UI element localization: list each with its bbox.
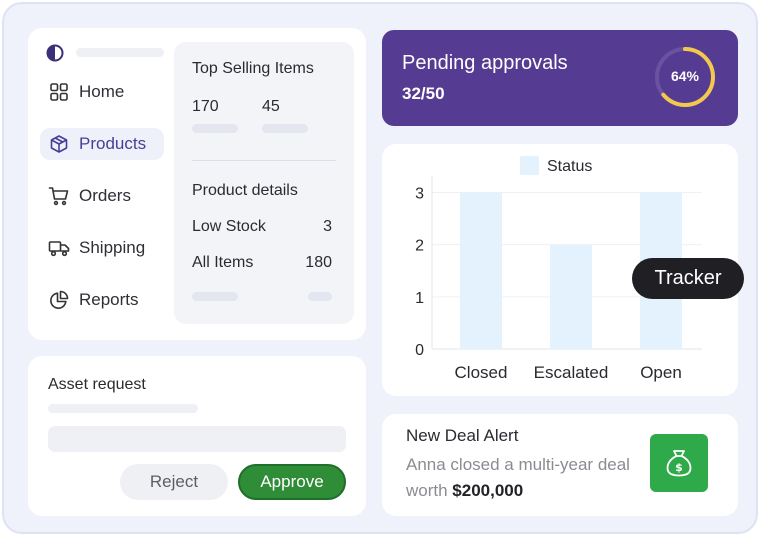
deal-alert-text: Anna closed a multi-year deal worth	[406, 455, 630, 500]
nav-item-shipping[interactable]: Shipping	[40, 232, 164, 264]
navigation-card: Home Products Orders	[28, 28, 366, 340]
top-selling-title: Top Selling Items	[192, 60, 314, 77]
deal-alert-amount: $200,000	[452, 481, 524, 500]
nav-item-label: Shipping	[79, 238, 146, 257]
pending-approvals-value: 32/50	[402, 84, 445, 103]
bar-closed	[460, 192, 502, 349]
detail-value: 3	[323, 218, 332, 235]
y-tick-label: 2	[415, 238, 424, 255]
svg-text:$: $	[675, 461, 683, 474]
pending-approvals-card: Pending approvals 32/50 64%	[382, 30, 738, 126]
truck-icon	[48, 237, 70, 259]
legend-swatch	[520, 156, 539, 175]
nav-item-label: Reports	[79, 290, 139, 309]
deal-alert-message: Anna closed a multi-year deal worth $200…	[406, 452, 636, 504]
placeholder-bar	[192, 124, 238, 133]
placeholder-bar	[48, 404, 198, 413]
logo-icon	[46, 44, 64, 62]
cart-icon	[48, 185, 70, 207]
nav-item-label: Home	[79, 82, 125, 101]
top-selling-value-2: 45	[262, 98, 280, 115]
pie-chart-icon	[48, 289, 70, 311]
deal-alert-card: New Deal Alert Anna closed a multi-year …	[382, 414, 738, 516]
detail-label: All Items	[192, 254, 254, 271]
nav-item-reports[interactable]: Reports	[40, 284, 164, 316]
y-tick-label: 3	[415, 185, 424, 202]
y-tick-label: 1	[415, 290, 424, 307]
x-tick-label: Open	[640, 363, 682, 382]
detail-row-low-stock: Low Stock 3	[192, 218, 332, 236]
nav-item-label: Products	[79, 134, 147, 153]
top-selling-value-1: 170	[192, 98, 219, 115]
placeholder-bar	[308, 292, 332, 301]
nav-item-products[interactable]: Products	[40, 128, 164, 160]
status-bar-chart: Status 0 1 2 3 Closed Escalated Open	[415, 156, 702, 382]
placeholder-bar	[192, 292, 238, 301]
tracker-tooltip: Tracker	[632, 258, 744, 299]
box-icon	[48, 133, 70, 155]
asset-request-title: Asset request	[48, 376, 146, 393]
nav-item-home[interactable]: Home	[40, 76, 164, 108]
asset-request-card: Asset request Reject Approve	[28, 356, 366, 516]
logo-placeholder	[76, 48, 164, 57]
asset-request-input[interactable]	[48, 426, 346, 452]
nav-item-label: Orders	[79, 186, 131, 205]
progress-gauge-label: 64%	[670, 68, 700, 84]
product-summary-panel: Top Selling Items 170 45 Product details…	[174, 42, 354, 324]
dashboard-frame: Home Products Orders	[2, 2, 758, 534]
money-bag-icon[interactable]: $	[650, 434, 708, 492]
placeholder-bar	[262, 124, 308, 133]
nav-item-orders[interactable]: Orders	[40, 180, 164, 212]
product-details-title: Product details	[192, 182, 298, 199]
detail-row-all-items: All Items 180	[192, 254, 332, 272]
legend-label: Status	[547, 158, 592, 175]
deal-alert-title: New Deal Alert	[406, 426, 519, 445]
progress-gauge	[655, 47, 715, 107]
approve-button[interactable]: Approve	[238, 464, 346, 500]
detail-value: 180	[305, 254, 332, 271]
progress-gauge-arc	[655, 47, 715, 107]
x-tick-label: Escalated	[534, 363, 609, 382]
pending-approvals-title: Pending approvals	[402, 52, 568, 74]
reject-button[interactable]: Reject	[120, 464, 228, 500]
divider	[192, 160, 336, 161]
bar-escalated	[550, 244, 592, 349]
y-tick-label: 0	[415, 342, 424, 359]
grid-icon	[48, 81, 70, 103]
detail-label: Low Stock	[192, 218, 266, 235]
x-tick-label: Closed	[455, 363, 508, 382]
